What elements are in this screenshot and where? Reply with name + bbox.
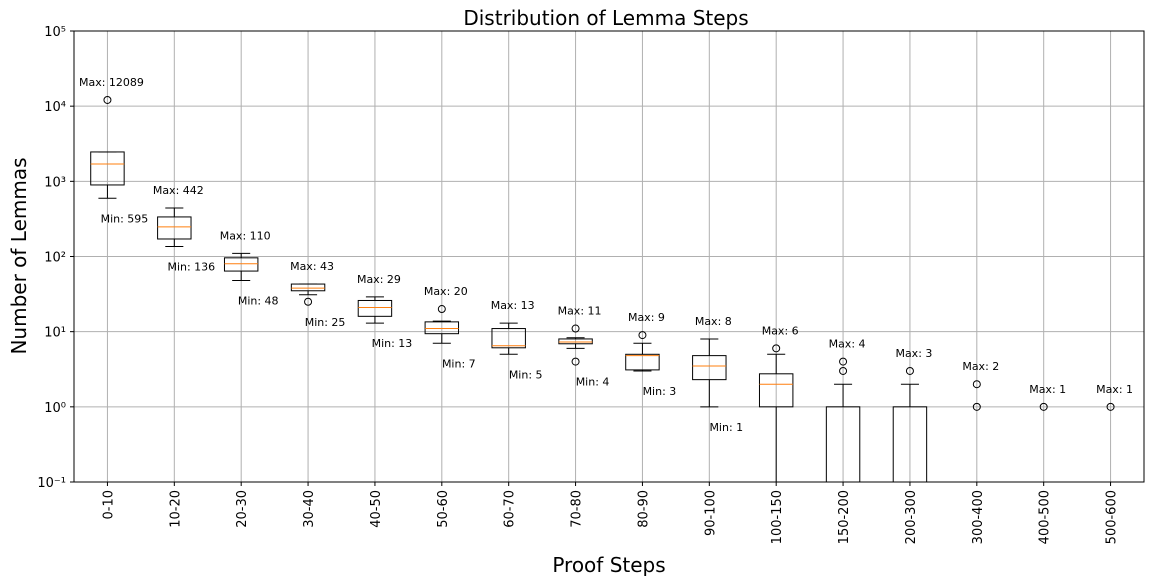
min-label: Min: 136 <box>167 260 215 273</box>
x-tick-label: 30-40 <box>302 490 317 528</box>
max-label: Max: 11 <box>558 305 602 318</box>
x-tick-label: 10-20 <box>168 490 183 528</box>
box <box>758 373 794 408</box>
max-label: Max: 4 <box>829 338 866 351</box>
x-axis-title: Proof Steps <box>552 553 665 576</box>
y-tick-label: 10² <box>44 251 66 266</box>
max-label: Max: 3 <box>895 347 932 360</box>
x-tick-label: 90-100 <box>703 490 718 536</box>
x-tick-label: 200-300 <box>904 490 919 544</box>
flier <box>304 297 313 306</box>
x-tick-label: 60-70 <box>503 490 518 528</box>
y-tick-label: 10⁴ <box>44 100 66 115</box>
box <box>558 338 593 345</box>
chart-title: Distribution of Lemma Steps <box>463 6 748 30</box>
x-tick-label: 400-500 <box>1038 490 1053 544</box>
min-label: Min: 13 <box>372 337 413 350</box>
flier <box>972 402 981 411</box>
max-label: Max: 9 <box>628 311 665 324</box>
flier <box>772 344 781 353</box>
max-label: Max: 1 <box>1096 383 1133 396</box>
max-label: Max: 13 <box>491 299 535 312</box>
y-axis-title: Number of Lemmas <box>7 157 31 354</box>
min-label: Min: 4 <box>576 376 610 389</box>
x-tick-label: 20-30 <box>235 490 250 528</box>
min-label: Min: 48 <box>238 294 279 307</box>
flier <box>103 95 112 104</box>
flier <box>638 331 647 340</box>
flier <box>1039 402 1048 411</box>
x-tick-label: 70-80 <box>570 490 585 528</box>
x-tick-label: 300-400 <box>971 490 986 544</box>
flier <box>1106 402 1115 411</box>
flier <box>972 380 981 389</box>
flier <box>437 305 446 314</box>
plot-area <box>90 95 1115 482</box>
max-label: Max: 1 <box>1029 383 1066 396</box>
max-label: Max: 6 <box>762 324 799 337</box>
box <box>357 299 393 317</box>
y-tick-label: 10¹ <box>44 326 66 341</box>
min-label: Min: 5 <box>509 368 543 381</box>
max-label: Max: 442 <box>153 184 204 197</box>
min-label: Min: 7 <box>442 357 476 370</box>
box <box>290 283 326 292</box>
flier <box>839 357 848 366</box>
labels: 10⁻¹ 10⁰ 10¹ 10² 10³ 10⁴ 10⁵ 0-10 Max: 12089 Min:… <box>37 25 1133 544</box>
max-label: Max: 29 <box>357 273 401 286</box>
axes-frame <box>73 30 1145 483</box>
flier <box>571 324 580 333</box>
x-tick-label: 150-200 <box>837 490 852 544</box>
box <box>157 216 192 240</box>
min-label: Min: 1 <box>709 421 743 434</box>
box <box>424 321 460 335</box>
flier <box>839 366 848 375</box>
box <box>825 406 861 482</box>
min-label: Min: 25 <box>305 316 346 329</box>
box <box>223 257 259 272</box>
x-tick-label: 50-60 <box>436 490 451 528</box>
x-tick-label: 100-150 <box>770 490 785 544</box>
max-label: Max: 8 <box>695 315 732 328</box>
x-tick-label: 0-10 <box>101 490 116 520</box>
box <box>625 353 660 371</box>
max-label: Max: 110 <box>220 229 271 242</box>
min-label: Min: 3 <box>643 385 677 398</box>
x-tick-label: 40-50 <box>369 490 384 528</box>
max-label: Max: 2 <box>962 360 999 373</box>
max-label: Max: 12089 <box>79 76 144 89</box>
flier <box>905 366 914 375</box>
box <box>692 355 727 381</box>
box <box>491 328 526 349</box>
x-tick-label: 80-90 <box>636 490 651 528</box>
max-label: Max: 43 <box>290 260 334 273</box>
y-tick-label: 10³ <box>44 175 66 190</box>
x-tick-label: 500-600 <box>1105 490 1120 544</box>
flier <box>571 357 580 366</box>
y-tick-label: 10⁻¹ <box>37 476 66 491</box>
box <box>892 406 928 482</box>
min-label: Min: 595 <box>101 212 149 225</box>
box <box>90 151 125 186</box>
max-label: Max: 20 <box>424 285 468 298</box>
y-tick-label: 10⁵ <box>44 25 66 40</box>
y-tick-label: 10⁰ <box>44 401 66 416</box>
